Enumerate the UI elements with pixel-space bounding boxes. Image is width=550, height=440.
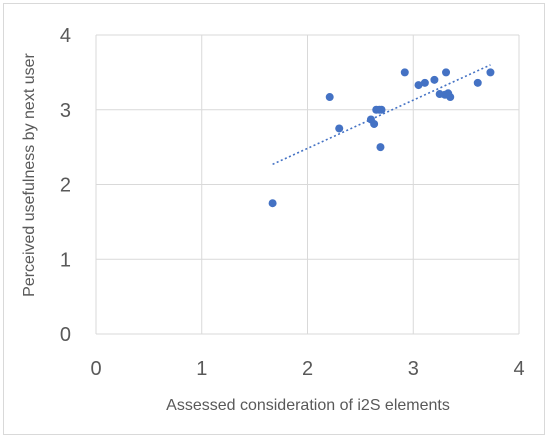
x-tick-label: 2 (302, 358, 313, 380)
data-point (400, 68, 409, 77)
trendline (272, 64, 491, 166)
x-tick-label: 4 (513, 358, 524, 380)
x-tick-label: 0 (90, 358, 101, 380)
data-points (268, 68, 495, 208)
x-tick-label: 3 (408, 358, 419, 380)
data-point (376, 143, 385, 152)
data-point (420, 78, 429, 87)
x-axis-title: Assessed consideration of i2S elements (166, 397, 450, 414)
y-tick-label: 2 (60, 175, 71, 197)
x-tick-labels: 0 1 2 3 4 (90, 358, 524, 380)
y-tick-label: 1 (60, 249, 71, 271)
y-axis-title: Perceived usefulness by next user (21, 52, 38, 296)
data-point (442, 68, 451, 77)
trendline-layer (272, 64, 491, 166)
data-point (414, 81, 423, 90)
data-point (473, 78, 482, 87)
x-tick-label: 1 (196, 358, 207, 380)
grid-lines (95, 34, 520, 335)
y-tick-label: 3 (60, 100, 71, 122)
chart-frame (3, 3, 545, 435)
data-point (335, 124, 344, 133)
data-point (377, 105, 386, 114)
data-point (446, 93, 455, 102)
data-point (325, 93, 334, 102)
y-tick-labels: 0 1 2 3 4 (60, 25, 71, 346)
y-tick-label: 4 (60, 25, 71, 47)
data-point (430, 75, 439, 84)
data-point (486, 68, 495, 77)
y-tick-label: 0 (60, 324, 71, 346)
data-point (268, 199, 277, 208)
data-point (370, 119, 379, 128)
